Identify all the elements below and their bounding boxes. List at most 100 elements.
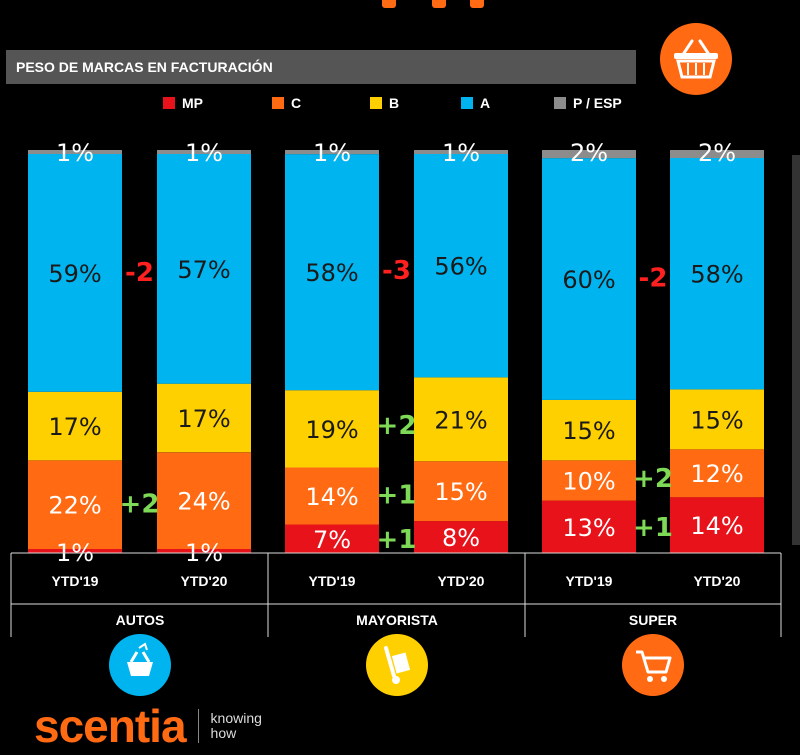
tick-label: YTD'19 [52, 573, 99, 589]
legend-item-a: A [461, 92, 490, 114]
tick-label: YTD'20 [694, 573, 741, 589]
tagline-line-2: how [210, 725, 237, 741]
legend-swatch-mp [163, 97, 175, 109]
legend-label: MP [182, 95, 203, 111]
legend-item-mp: MP [163, 92, 203, 114]
data-label-a: 56% [434, 253, 487, 281]
bar-segment-a [542, 158, 636, 400]
bar-segment-p-esp [542, 150, 636, 159]
bar-segment-mp [542, 500, 636, 553]
bar-segment-b [28, 391, 122, 461]
tick-label: YTD'19 [309, 573, 356, 589]
bar-segment-a [414, 154, 508, 378]
data-label-c: 14% [305, 483, 358, 511]
data-label-p-esp: 1% [313, 139, 351, 167]
scroll-rail [792, 155, 800, 545]
delta-super-mp: +1 [633, 513, 673, 543]
bar-segment-mp [670, 497, 764, 553]
title-fragment [432, 0, 446, 8]
basket-hand-icon [109, 634, 171, 696]
delta-mayorista-b: +2 [377, 411, 417, 441]
bar-segment-mp [414, 521, 508, 553]
data-label-c: 24% [177, 488, 230, 516]
data-label-c: 10% [562, 468, 615, 496]
bar-segment-p-esp [285, 150, 379, 155]
legend-label: A [480, 95, 491, 111]
bar-segment-c [28, 460, 122, 549]
data-label-b: 21% [434, 406, 487, 434]
bar-segment-p-esp [670, 150, 764, 158]
tick-label: YTD'20 [181, 573, 228, 589]
shopping-cart-icon [622, 634, 684, 696]
logo-text: scentia [34, 700, 187, 752]
data-label-c: 22% [48, 492, 101, 520]
legend-item-p-esp: P / ESP [554, 92, 622, 114]
bar-segment-mp [285, 524, 379, 553]
bar-segment-b [414, 377, 508, 462]
legend-label: B [389, 95, 400, 111]
bar-segment-p-esp [28, 150, 122, 154]
chart-legend: MP C B A P / ESP [0, 92, 800, 116]
bar-mayorista-ytd-20: 8% 15% 21% 56% 1% [414, 139, 508, 553]
data-label-a: 58% [690, 261, 743, 289]
bar-segment-c [285, 467, 379, 525]
bar-segment-b [542, 399, 636, 461]
delta-mayorista-mp: +1 [377, 525, 417, 555]
tick-label: YTD'20 [438, 573, 485, 589]
data-label-p-esp: 1% [56, 139, 94, 167]
bar-autos-ytd-20: 1%24%17%57%1% [157, 139, 251, 567]
group-label-mayorista: MAYORISTA [356, 612, 438, 628]
delta-super-c: +2 [633, 464, 673, 494]
bar-segment-mp [157, 549, 251, 553]
legend-label: C [291, 95, 302, 111]
data-label-p-esp: 1% [185, 139, 223, 167]
title-fragment [470, 0, 484, 8]
data-label-mp: 13% [562, 514, 615, 542]
data-label-mp: 7% [313, 526, 351, 554]
legend-swatch-p-esp [554, 97, 566, 109]
bar-mayorista-ytd-19: 7% 14% 19% 58% 1% [285, 139, 379, 554]
title-strip [0, 0, 800, 10]
tick-label: YTD'19 [566, 573, 613, 589]
legend-swatch-b [370, 97, 382, 109]
data-label-b: 17% [48, 413, 101, 441]
legend-label: P / ESP [573, 95, 622, 111]
chart-header: PESO DE MARCAS EN FACTURACIÓN [6, 50, 636, 84]
stacked-bar-chart: 1%22%17%59%1%1%24%17%57%1%7%14%19%58%1%8… [10, 139, 782, 637]
bar-super-ytd-19: 13% 10% 15% 60% 2% [542, 139, 636, 553]
group-label-super: SUPER [628, 612, 678, 628]
data-label-p-esp: 1% [442, 139, 480, 167]
bar-segment-mp [28, 549, 122, 553]
shopping-basket-icon [660, 23, 732, 95]
bar-segment-a [670, 158, 764, 390]
bar-segment-c [157, 452, 251, 549]
delta-autos-c: +2 [120, 490, 160, 520]
bar-segment-p-esp [414, 150, 508, 154]
legend-item-b: B [370, 92, 399, 114]
data-label-a: 60% [562, 266, 615, 294]
bar-segment-b [285, 390, 379, 468]
bar-segment-c [670, 449, 764, 498]
scentia-logo: scentia knowing how [34, 700, 262, 752]
title-fragment [382, 0, 396, 8]
data-label-p-esp: 2% [698, 139, 736, 167]
tagline-line-1: knowing [210, 710, 262, 726]
bar-segment-p-esp [157, 150, 251, 154]
data-label-b: 15% [690, 406, 743, 434]
bar-super-ytd-20: 14% 12% 15% 58% 2% [670, 139, 764, 553]
logo-tagline: knowing how [211, 711, 262, 741]
bar-segment-a [285, 154, 379, 391]
data-label-mp: 8% [442, 524, 480, 552]
logo-divider [197, 709, 199, 743]
data-label-c: 15% [434, 478, 487, 506]
data-label-b: 19% [305, 416, 358, 444]
legend-swatch-a [461, 97, 473, 109]
delta-mayorista-a: -3 [382, 256, 411, 286]
delta-autos-a: -2 [125, 258, 154, 288]
data-label-a: 58% [305, 259, 358, 287]
bar-segment-b [157, 383, 251, 453]
data-label-b: 17% [177, 405, 230, 433]
data-label-p-esp: 2% [570, 139, 608, 167]
bar-segment-b [670, 389, 764, 450]
hand-truck-icon [366, 634, 428, 696]
